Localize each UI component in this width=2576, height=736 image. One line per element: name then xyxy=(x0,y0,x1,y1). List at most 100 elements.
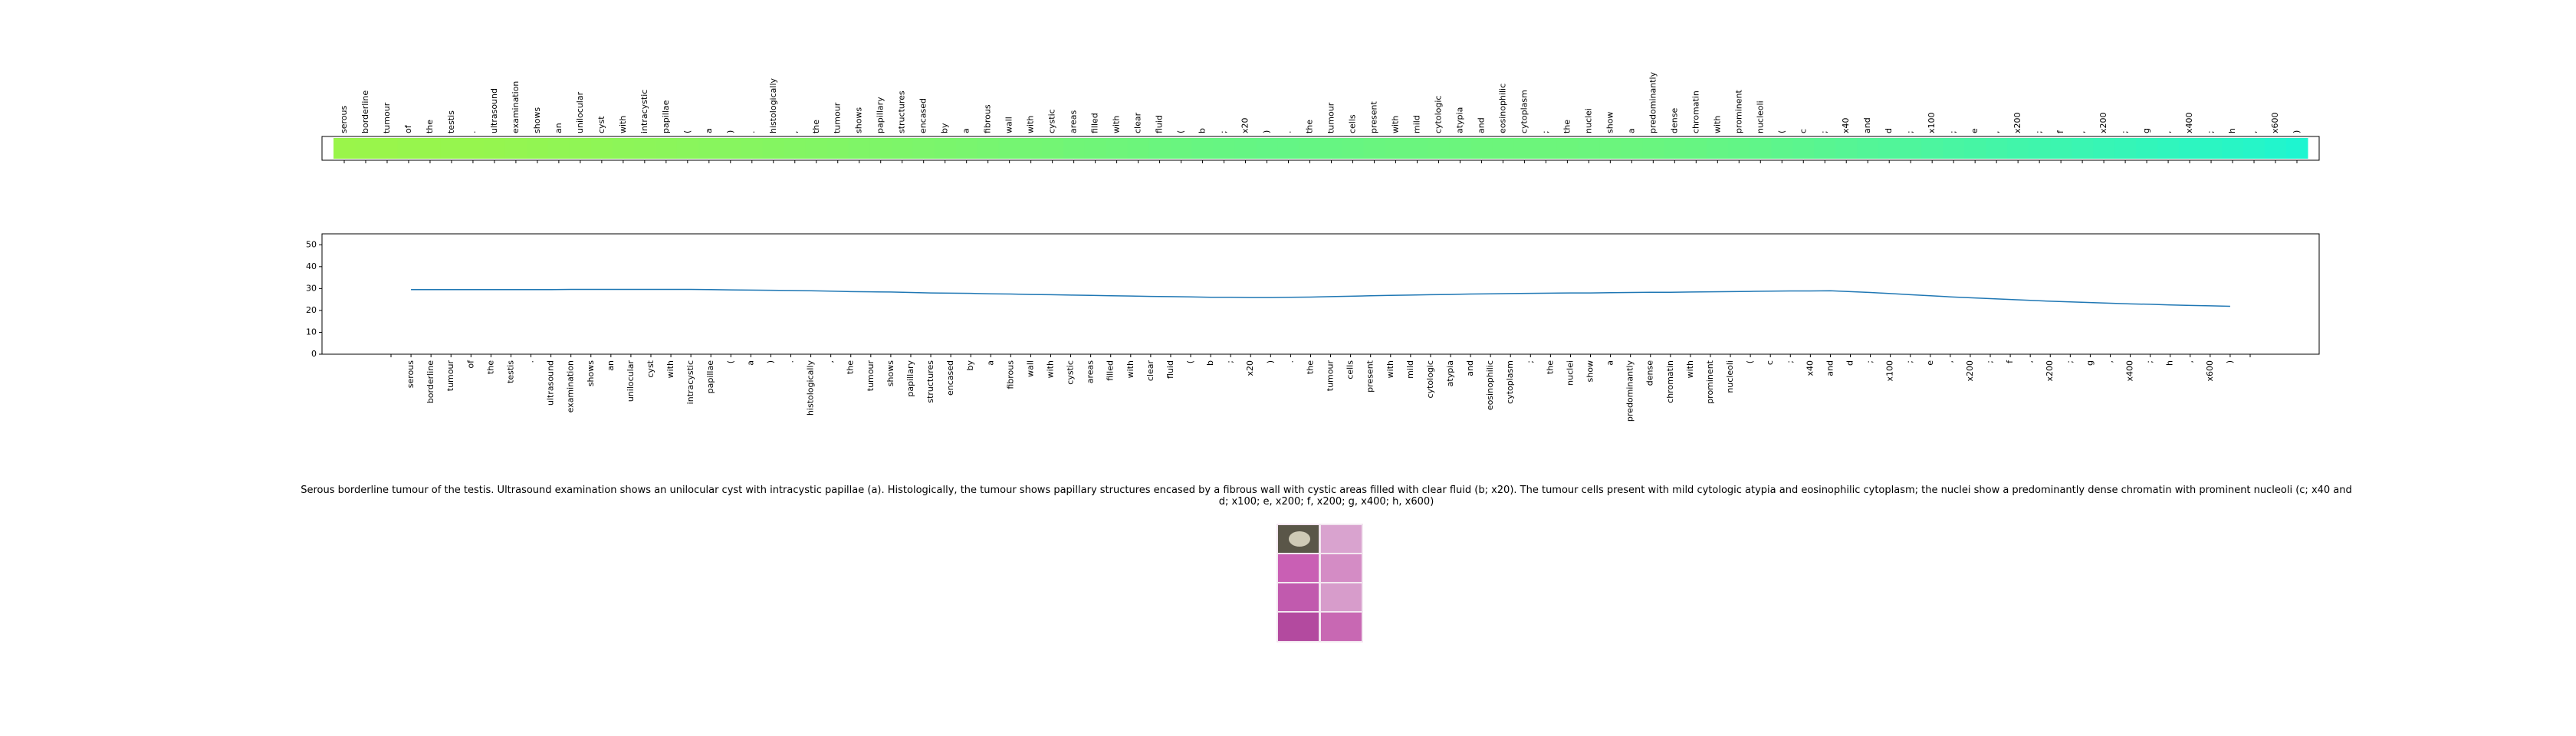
heatmap-cell xyxy=(1664,138,1686,159)
heatmap-cell xyxy=(376,138,399,159)
x-tick-label: x40 xyxy=(1805,360,1815,376)
image-panel xyxy=(1321,613,1362,641)
x-tick-label: the xyxy=(846,360,856,374)
heatmap-cell xyxy=(1320,138,1342,159)
token-label: papillary xyxy=(876,97,886,133)
heatmap-cell xyxy=(462,138,485,159)
token-label: unilocular xyxy=(575,91,585,133)
heatmap-cell xyxy=(2029,138,2051,159)
heatmap-cell xyxy=(504,138,527,159)
x-tick-label: . xyxy=(786,360,796,363)
token-label: borderline xyxy=(360,90,370,133)
token-label: the xyxy=(425,120,435,133)
x-tick-label: testis xyxy=(505,360,515,383)
heatmap-cell xyxy=(569,138,592,159)
y-tick-label: 40 xyxy=(306,261,317,271)
x-tick-label: chromatin xyxy=(1665,360,1675,403)
token-label: structures xyxy=(897,90,907,133)
token-label: ) xyxy=(2292,130,2302,133)
token-label: , xyxy=(2077,131,2087,134)
token-label: nucleoli xyxy=(1755,100,1765,133)
caption: Serous borderline tumour of the testis. … xyxy=(301,485,2352,508)
token-label: , xyxy=(2249,131,2259,134)
x-tick-label: , xyxy=(1945,360,1955,363)
x-tick-label: cytoplasm xyxy=(1505,360,1515,404)
x-tick-label: f xyxy=(2005,360,2015,363)
x-tick-label: clear xyxy=(1145,360,1155,382)
x-tick-label: cells xyxy=(1346,360,1355,380)
token-label: ; xyxy=(1905,130,1915,133)
x-tick-label: shows xyxy=(586,360,596,386)
heatmap-cell xyxy=(1750,138,1772,159)
heatmap-cell xyxy=(1900,138,1922,159)
token-label: intracystic xyxy=(639,90,649,133)
x-tick-label: d xyxy=(1845,360,1855,366)
token-label: areas xyxy=(1069,110,1079,133)
x-tick-label: with xyxy=(1125,360,1135,378)
x-tick-label: ; xyxy=(1905,360,1915,363)
heatmap-cell xyxy=(1814,138,1836,159)
x-tick-label: , xyxy=(2104,360,2114,363)
x-tick-label: the xyxy=(1305,360,1315,374)
figure-image xyxy=(1276,524,1363,642)
token-label: encased xyxy=(918,98,928,133)
token-label: , xyxy=(2163,131,2173,134)
heatmap-cell xyxy=(612,138,635,159)
x-tick-label: borderline xyxy=(426,360,435,403)
heatmap-cell xyxy=(1792,138,1815,159)
token-label: ) xyxy=(1262,130,1272,133)
token-label: with xyxy=(1712,116,1722,133)
heatmap-cell xyxy=(2072,138,2094,159)
heatmap-cell xyxy=(741,138,764,159)
token-label: ( xyxy=(682,130,692,133)
token-label: x400 xyxy=(2184,112,2194,133)
x-tick-label: ; xyxy=(1525,360,1535,363)
token-label: ; xyxy=(1219,130,1229,133)
line-series xyxy=(411,288,2230,307)
x-tick-label: x600 xyxy=(2205,360,2215,382)
x-tick-label: filled xyxy=(1106,360,1116,381)
token-label: h xyxy=(2227,128,2237,133)
x-tick-label: eosinophilic xyxy=(1485,360,1495,410)
x-tick-label: a xyxy=(985,360,995,366)
heatmap-cell xyxy=(419,138,442,159)
token-label: . xyxy=(1283,131,1293,134)
x-tick-label: the xyxy=(1545,360,1555,374)
x-tick-label: papillary xyxy=(905,360,915,397)
x-tick-label: the xyxy=(485,360,495,374)
x-tick-label: ( xyxy=(1745,360,1755,363)
heatmap-cell xyxy=(2093,138,2115,159)
token-label: with xyxy=(1026,116,1036,133)
token-label: fluid xyxy=(1155,115,1165,133)
x-tick-label: ; xyxy=(2145,360,2155,363)
heatmap-cell xyxy=(719,138,742,159)
token-label: ultrasound xyxy=(489,88,499,133)
x-tick-label: encased xyxy=(945,360,955,396)
token-label: present xyxy=(1368,100,1378,133)
token-label: eosinophilic xyxy=(1497,84,1507,133)
x-tick-label: tumour xyxy=(866,360,876,392)
token-label: serous xyxy=(339,106,349,133)
image-panel xyxy=(1278,583,1319,611)
x-tick-label: and xyxy=(1825,360,1835,376)
token-label: an xyxy=(554,123,564,133)
token-label: shows xyxy=(854,107,864,133)
heatmap-cell xyxy=(1857,138,1879,159)
heatmap-cell xyxy=(2007,138,2029,159)
heatmap-cell xyxy=(2114,138,2137,159)
heatmap-cell xyxy=(1277,138,1300,159)
x-tick-label: ; xyxy=(2065,360,2075,363)
token-label: b xyxy=(1198,128,1208,133)
heatmap-cell xyxy=(1878,138,1901,159)
x-tick-label: unilocular xyxy=(626,360,636,402)
y-tick-label: 20 xyxy=(306,305,317,315)
image-panel xyxy=(1321,554,1362,582)
heatmap-cell xyxy=(2286,138,2308,159)
token-label: ; xyxy=(1540,130,1550,133)
x-tick-label: nuclei xyxy=(1565,360,1575,386)
token-label: x600 xyxy=(2270,112,2280,133)
x-tick-label: , xyxy=(2025,360,2035,363)
heatmap-cell xyxy=(2050,138,2072,159)
heatmap-cell xyxy=(1642,138,1664,159)
heatmap-cell xyxy=(1299,138,1321,159)
